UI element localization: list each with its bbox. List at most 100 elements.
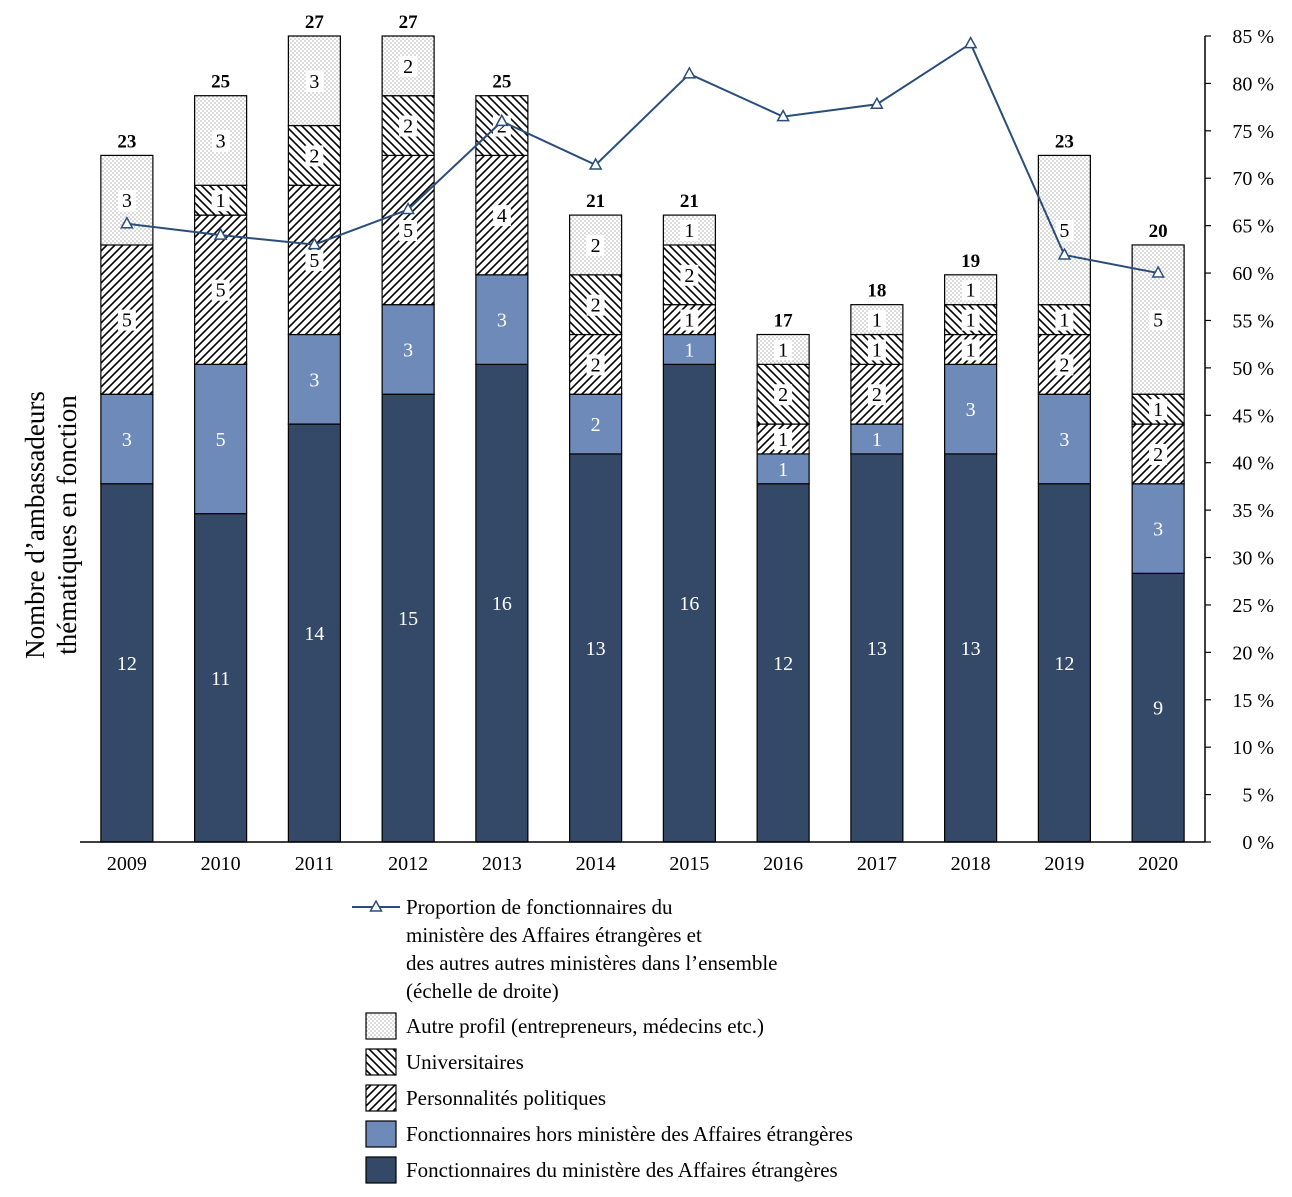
segment-value-label: 11 bbox=[211, 668, 230, 690]
right-tick-label: 80 % bbox=[1232, 73, 1274, 95]
segment-value-label: 13 bbox=[586, 638, 606, 660]
segment-value-label: 1 bbox=[778, 459, 788, 481]
bar-total-label: 21 bbox=[586, 191, 605, 212]
bar-total-label: 25 bbox=[211, 72, 230, 93]
segment-label-bg bbox=[586, 294, 605, 316]
segment-value-label: 5 bbox=[1153, 310, 1163, 332]
segment-label-bg bbox=[1149, 309, 1168, 331]
segment-label-bg bbox=[492, 205, 511, 227]
segment-value-label: 1 bbox=[216, 190, 226, 212]
bar-segment bbox=[850, 453, 904, 843]
right-tick-label: 55 % bbox=[1232, 310, 1274, 332]
y-axis-title-line-1: Nombre d’ambassadeurs bbox=[20, 391, 50, 659]
legend-swatch bbox=[365, 1156, 397, 1184]
segment-value-label: 1 bbox=[684, 220, 694, 242]
segment-value-label: 5 bbox=[1059, 220, 1069, 242]
segment-value-label: 5 bbox=[216, 280, 226, 302]
segment-value-label: 9 bbox=[1153, 698, 1163, 720]
segment-value-label: 1 bbox=[1059, 310, 1069, 332]
right-tick-label: 20 % bbox=[1232, 642, 1274, 664]
legend-line-label: ministère des Affaires étrangères et bbox=[406, 923, 702, 947]
right-tick-label: 45 % bbox=[1232, 405, 1274, 427]
right-tick-label: 5 % bbox=[1242, 785, 1274, 807]
legend-line-marker bbox=[369, 899, 383, 912]
bar-total-label: 20 bbox=[1149, 221, 1168, 242]
proportion-marker bbox=[120, 216, 134, 229]
legend-label: Autre profil (entrepreneurs, médecins et… bbox=[406, 1014, 764, 1038]
segment-value-label: 2 bbox=[1059, 354, 1069, 376]
segment-value-label: 3 bbox=[309, 71, 319, 93]
segment-label-bg bbox=[680, 264, 699, 286]
bar-segment bbox=[100, 393, 154, 485]
segment-value-label: 15 bbox=[398, 608, 418, 630]
segment-value-label: 1 bbox=[966, 310, 976, 332]
segment-label-bg bbox=[1055, 354, 1074, 376]
segment-value-label: 3 bbox=[966, 399, 976, 421]
segment-label-bg bbox=[117, 309, 136, 331]
segment-value-label: 12 bbox=[773, 653, 793, 675]
bar-total-label: 19 bbox=[961, 251, 980, 272]
bar-segment bbox=[381, 304, 435, 395]
right-tick-label: 85 % bbox=[1232, 26, 1274, 48]
segment-value-label: 5 bbox=[309, 250, 319, 272]
segment-label-bg bbox=[399, 115, 418, 137]
segment-value-label: 2 bbox=[591, 414, 601, 436]
bar-segment bbox=[850, 423, 904, 455]
proportion-marker bbox=[401, 201, 415, 215]
segment-label-bg bbox=[867, 384, 886, 406]
legend-line-label: Proportion de fonctionnaires du bbox=[406, 895, 673, 919]
right-tick-label: 25 % bbox=[1232, 595, 1274, 617]
proportion-marker bbox=[588, 157, 603, 170]
proportion-marker bbox=[682, 66, 697, 79]
segment-value-label: 3 bbox=[216, 130, 226, 152]
x-tick-label: 2020 bbox=[1138, 853, 1178, 875]
proportion-marker bbox=[495, 113, 509, 127]
bar-total-label: 23 bbox=[117, 131, 136, 152]
proportion-marker bbox=[307, 237, 322, 250]
segment-value-label: 2 bbox=[591, 295, 601, 317]
segment-label-bg bbox=[680, 220, 699, 242]
legend-line-label: (échelle de droite) bbox=[406, 979, 559, 1003]
segment-label-bg bbox=[961, 279, 980, 301]
bar-segment bbox=[944, 363, 998, 455]
segment-label-bg bbox=[399, 220, 418, 242]
segment-value-label: 1 bbox=[872, 310, 882, 332]
legend-label: Fonctionnaires du ministère des Affaires… bbox=[406, 1158, 838, 1182]
bar-segment bbox=[287, 333, 341, 425]
legend-swatch bbox=[365, 1084, 397, 1112]
segment-value-label: 1 bbox=[684, 310, 694, 332]
right-tick-label: 75 % bbox=[1232, 121, 1274, 143]
segment-label-bg bbox=[305, 145, 324, 167]
x-tick-label: 2013 bbox=[482, 853, 522, 875]
x-tick-label: 2015 bbox=[669, 853, 709, 875]
segment-label-bg bbox=[399, 55, 418, 77]
proportion-marker bbox=[1151, 265, 1165, 278]
segment-value-label: 2 bbox=[1153, 444, 1163, 466]
segment-label-bg bbox=[961, 339, 980, 361]
segment-value-label: 16 bbox=[492, 593, 512, 615]
x-tick-label: 2016 bbox=[763, 853, 803, 875]
right-tick-label: 50 % bbox=[1232, 358, 1274, 380]
right-tick-label: 70 % bbox=[1232, 168, 1274, 190]
bar-total-label: 25 bbox=[492, 72, 511, 93]
bar-segment bbox=[287, 423, 341, 843]
segment-value-label: 1 bbox=[872, 339, 882, 361]
segment-value-label: 3 bbox=[122, 429, 132, 451]
segment-label-bg bbox=[1149, 443, 1168, 465]
right-tick-label: 40 % bbox=[1232, 453, 1274, 475]
segment-label-bg bbox=[211, 190, 230, 212]
proportion-marker bbox=[776, 109, 790, 122]
segment-label-bg bbox=[867, 309, 886, 331]
legend-label: Universitaires bbox=[406, 1050, 524, 1074]
bar-total-label: 27 bbox=[399, 12, 419, 33]
segment-value-label: 3 bbox=[122, 190, 132, 212]
segment-value-label: 13 bbox=[867, 638, 887, 660]
segment-value-label: 2 bbox=[591, 235, 601, 257]
x-tick-label: 2018 bbox=[951, 853, 991, 875]
legend-swatch bbox=[365, 1012, 397, 1040]
segment-value-label: 4 bbox=[497, 205, 507, 227]
right-tick-label: 30 % bbox=[1232, 548, 1274, 570]
segment-value-label: 5 bbox=[403, 220, 413, 242]
proportion-marker bbox=[213, 227, 228, 240]
